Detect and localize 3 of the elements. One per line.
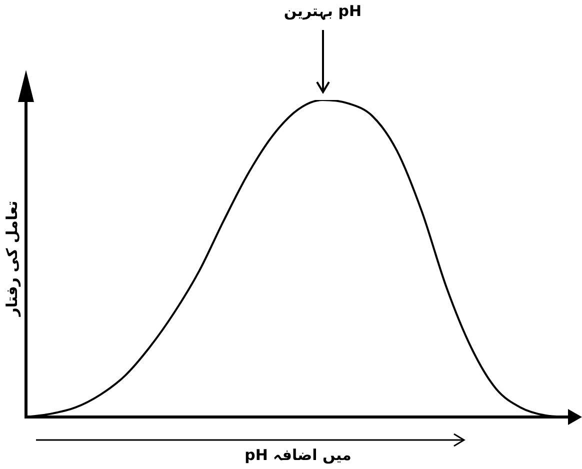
y-axis-title: تعامل کی رفتار (2, 200, 21, 318)
x-axis-title: pH میں اضافہ (244, 446, 352, 464)
text: بہترین pH (282, 2, 363, 20)
